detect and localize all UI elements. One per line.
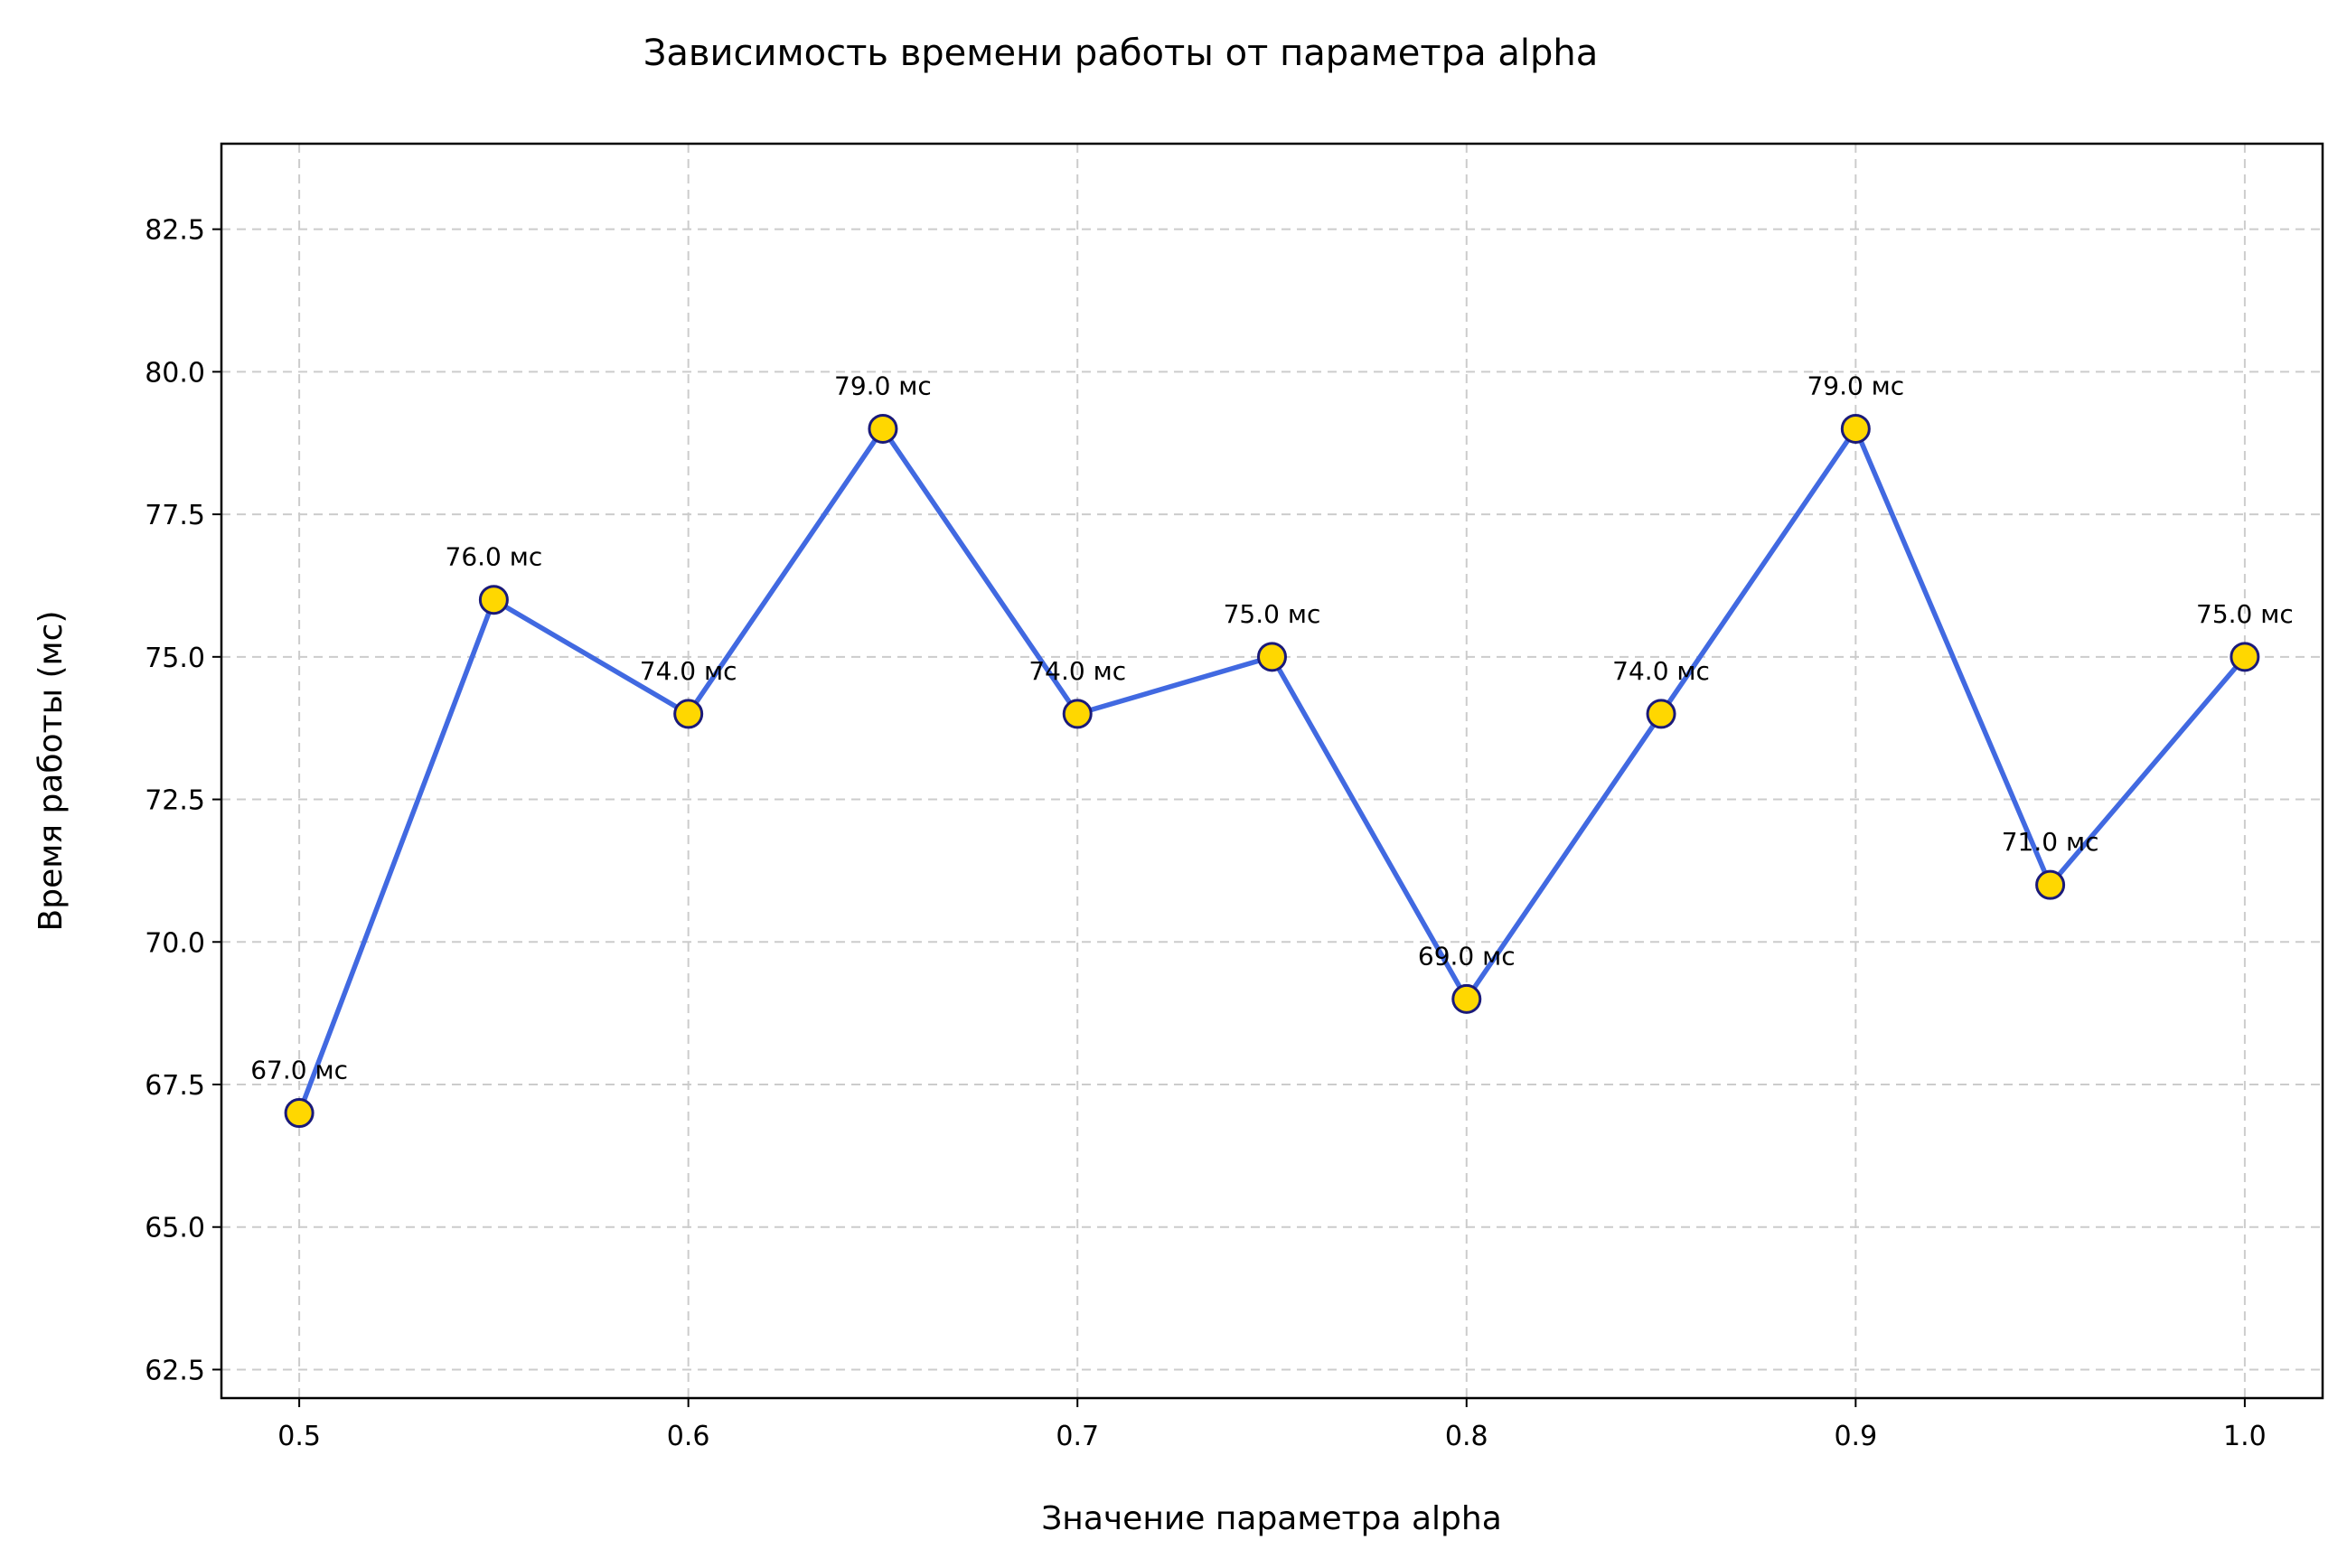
y-tick-label: 70.0 [145, 927, 205, 959]
data-point [1257, 642, 1287, 672]
y-tick-label: 65.0 [145, 1213, 205, 1244]
x-tick-label: 0.6 [667, 1421, 710, 1452]
y-tick-label: 77.5 [145, 500, 205, 531]
data-label: 79.0 мс [1807, 371, 1904, 400]
y-tick-label: 62.5 [145, 1355, 205, 1386]
x-tick-label: 0.5 [277, 1421, 321, 1452]
x-tick-label: 0.7 [1056, 1421, 1099, 1452]
data-label: 74.0 мс [640, 656, 737, 686]
data-point [478, 585, 509, 615]
data-label: 71.0 мс [2002, 827, 2099, 857]
data-label: 75.0 мс [1224, 599, 1321, 629]
y-axis-label: Время работы (мс) [33, 611, 70, 932]
data-label: 76.0 мс [446, 542, 543, 572]
y-tick-label: 72.5 [145, 785, 205, 817]
data-point [2035, 869, 2066, 900]
axis-ticks: 0.5 0.6 0.7 0.8 0.9 1.0 62.5 65.0 67.5 70.0 72.5 75… [145, 215, 2267, 1452]
x-axis-label: Значение параметра alpha [1041, 1500, 1502, 1537]
x-tick-label: 0.8 [1445, 1421, 1488, 1452]
data-point [1646, 699, 1676, 729]
data-label: 67.0 мс [250, 1056, 348, 1085]
y-tick-label: 75.0 [145, 643, 205, 674]
data-label: 74.0 мс [1612, 656, 1710, 686]
data-label: 74.0 мс [1028, 656, 1126, 686]
data-labels: 67.0 мс 76.0 мс 74.0 мс 79.0 мс 74.0 мс 75.0 … [250, 371, 2294, 1084]
y-tick-label: 82.5 [145, 215, 205, 247]
data-label: 79.0 мс [834, 371, 932, 400]
data-series [284, 413, 2260, 1129]
data-point [1840, 413, 1871, 444]
data-label: 75.0 мс [2196, 599, 2294, 629]
plot-frame [220, 142, 2324, 1400]
data-label: 69.0 мс [1418, 941, 1516, 971]
data-point [1451, 983, 1482, 1014]
data-point [284, 1098, 314, 1129]
x-tick-label: 1.0 [2223, 1421, 2267, 1452]
data-point [868, 413, 898, 444]
y-tick-label: 80.0 [145, 357, 205, 389]
chart-title: Зависимость времени работы от параметра … [643, 33, 1598, 74]
grid [221, 144, 2323, 1398]
data-point [2230, 642, 2260, 672]
series-line [296, 426, 2248, 1116]
data-point [1062, 699, 1093, 729]
x-tick-label: 0.9 [1834, 1421, 1877, 1452]
y-tick-label: 67.5 [145, 1070, 205, 1102]
data-point [673, 699, 704, 729]
